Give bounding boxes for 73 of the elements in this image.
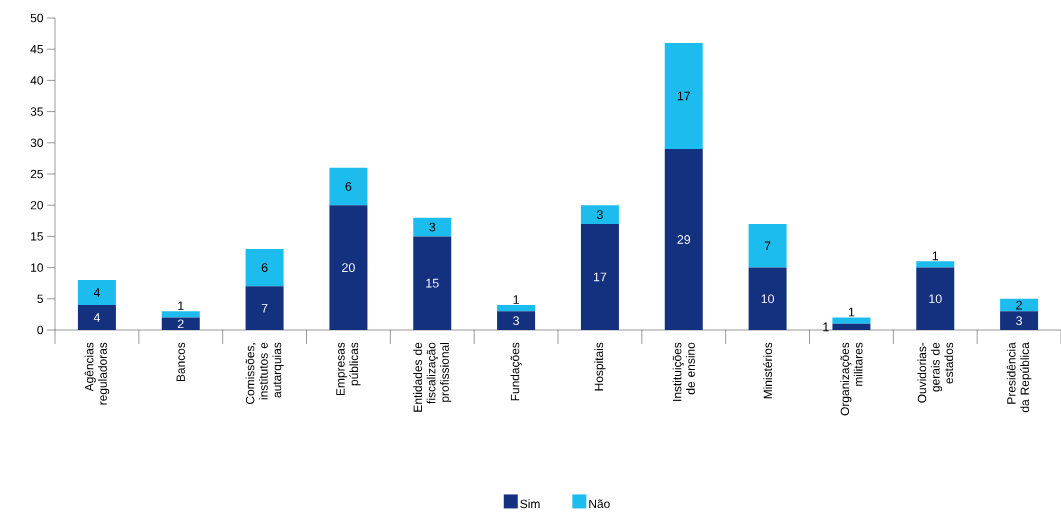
- legend-label: Sim: [520, 499, 540, 509]
- data-label: 3: [429, 222, 436, 232]
- data-label: 4: [93, 313, 101, 322]
- bar: [832, 317, 871, 324]
- x-tick-label: Bancos: [176, 342, 185, 382]
- data-label: 15: [426, 278, 439, 288]
- y-tick-label: 45: [30, 45, 43, 54]
- data-label: 3: [513, 316, 519, 326]
- y-tick-label: 15: [31, 232, 43, 241]
- data-label: 6: [345, 182, 352, 191]
- data-label: 2: [177, 319, 184, 329]
- bar: [497, 305, 536, 312]
- y-tick-label: 30: [30, 138, 44, 148]
- x-tick-label: Fundações: [510, 342, 522, 401]
- bar: [245, 248, 284, 287]
- bar: [413, 217, 452, 237]
- data-label: 10: [761, 294, 775, 304]
- bar: [77, 305, 116, 330]
- y-tick-label: 10: [31, 263, 44, 272]
- data-label: 1: [823, 322, 829, 332]
- y-tick-label: 25: [30, 169, 43, 179]
- x-tick-label: Ministérios: [763, 342, 773, 399]
- data-label: 7: [764, 241, 771, 251]
- bar: [329, 205, 368, 330]
- data-label: 1: [178, 301, 184, 311]
- y-tick-label: 5: [37, 294, 43, 303]
- bar: [1000, 298, 1039, 312]
- data-label: 10: [929, 294, 942, 304]
- data-label: 1: [932, 251, 939, 261]
- bar: [77, 280, 116, 306]
- x-tick-label: Entidades de fiscalização profissional: [413, 342, 452, 412]
- data-label: 3: [596, 210, 603, 219]
- bar: [748, 223, 787, 268]
- y-tick-label: 20: [30, 200, 44, 210]
- y-tick-label: 0: [37, 325, 44, 335]
- bar: [916, 267, 955, 330]
- data-label: 7: [261, 303, 268, 313]
- x-tick-label: Instituições de ensino: [672, 342, 695, 401]
- data-label: 1: [513, 295, 519, 304]
- data-label: 17: [593, 272, 607, 282]
- bar: [497, 311, 536, 330]
- legend-label: Não: [589, 499, 610, 509]
- bar: [413, 236, 452, 330]
- data-label: 29: [677, 235, 691, 244]
- bar: [664, 149, 703, 330]
- x-tick-label: Agências reguladoras: [84, 342, 110, 405]
- bar: [748, 267, 787, 330]
- x-tick-label: Presidência da República: [1006, 342, 1032, 413]
- data-label: 20: [342, 263, 355, 273]
- data-label: 1: [848, 307, 855, 317]
- y-tick-label: 40: [30, 76, 44, 85]
- data-label: 2: [1016, 300, 1022, 310]
- bar: [580, 205, 619, 224]
- bar: [245, 286, 284, 330]
- bar: [916, 261, 955, 268]
- data-label: 6: [261, 263, 268, 273]
- x-tick-label: Organizações militares: [840, 342, 863, 416]
- data-label: 4: [93, 288, 101, 297]
- data-label: 3: [1016, 316, 1023, 326]
- data-label: 17: [677, 91, 691, 101]
- x-tick-label: Empresas públicas: [336, 342, 361, 396]
- bar: [832, 323, 871, 330]
- bar: [580, 223, 619, 330]
- x-tick-label: Comissões, institutos e autarquias: [245, 342, 284, 405]
- bar: [161, 311, 200, 318]
- bar: [664, 42, 703, 150]
- bar: [329, 167, 368, 206]
- x-tick-label: Ouvidorias-gerais de estados: [917, 342, 954, 403]
- x-tick-label: Hospitais: [594, 342, 606, 391]
- y-tick-label: 50: [30, 13, 44, 23]
- bar: [161, 317, 200, 330]
- bar: [1000, 311, 1039, 330]
- y-tick-label: 35: [30, 107, 43, 116]
